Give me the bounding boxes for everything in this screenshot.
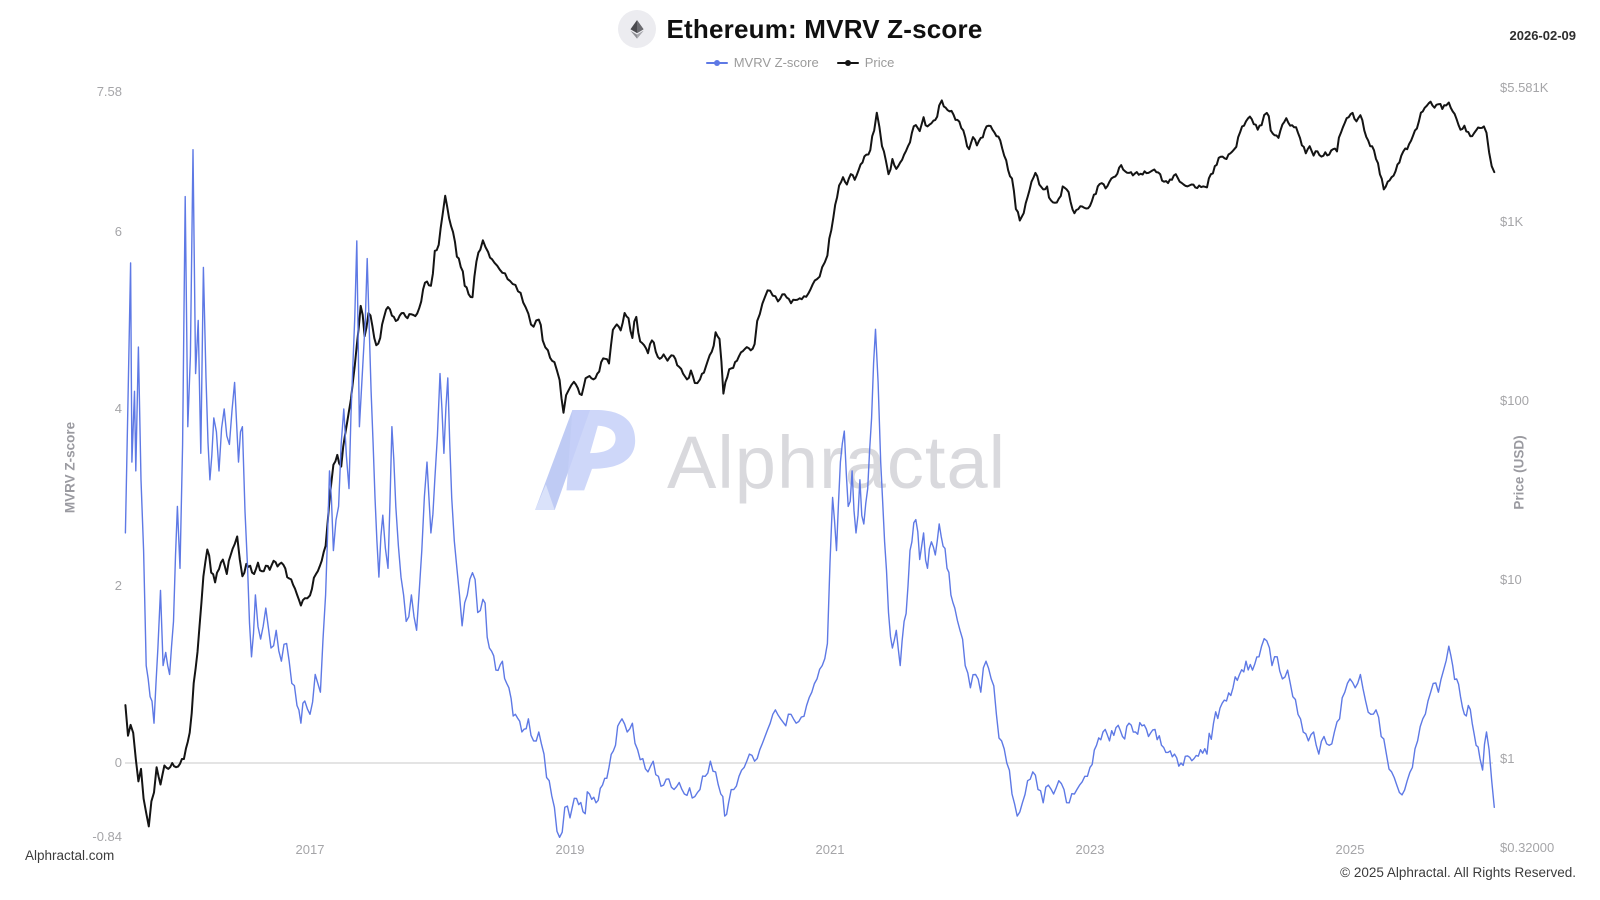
- site-link: Alphractal.com: [25, 848, 115, 863]
- x-tick-2017: 2017: [295, 842, 325, 857]
- legend-marker-icon: [705, 59, 728, 67]
- copyright-text: © 2025 Alphractal. All Rights Reserved.: [1340, 865, 1576, 880]
- chart-legend: MVRV Z-score Price: [0, 55, 1600, 70]
- page-title: Ethereum: MVRV Z-score: [666, 13, 983, 44]
- left-tick--0.84: -0.84: [92, 829, 122, 845]
- right-tick-$5.581K: $5.581K: [1500, 80, 1549, 96]
- x-tick-2025: 2025: [1335, 842, 1365, 857]
- left-axis-title: MVRV Z-score: [62, 421, 78, 514]
- report-date: 2026-02-09: [1509, 28, 1577, 43]
- left-tick-7.58: 7.58: [96, 84, 122, 100]
- right-tick-$100: $100: [1500, 393, 1529, 408]
- legend-label: Price: [864, 55, 895, 70]
- left-tick-0: 0: [114, 755, 122, 770]
- right-tick-$10: $10: [1500, 572, 1522, 587]
- legend-item-mvrv-z-score[interactable]: MVRV Z-score: [705, 55, 819, 70]
- x-tick-2023: 2023: [1075, 842, 1105, 857]
- legend-label: MVRV Z-score: [733, 55, 819, 70]
- ethereum-icon: [617, 10, 656, 48]
- x-tick-2021: 2021: [815, 842, 845, 857]
- legend-marker-icon: [836, 59, 859, 67]
- right-tick-$1K: $1K: [1500, 214, 1524, 229]
- legend-item-price[interactable]: Price: [836, 55, 895, 70]
- left-tick-4: 4: [114, 401, 122, 416]
- x-tick-2019: 2019: [555, 842, 585, 857]
- mvrv-line: [124, 149, 1495, 838]
- left-tick-2: 2: [114, 578, 122, 593]
- right-tick-$0.32000: $0.32000: [1500, 839, 1555, 855]
- right-tick-$1: $1: [1500, 751, 1515, 766]
- price-line: [124, 99, 1496, 828]
- left-tick-6: 6: [114, 224, 122, 239]
- header: Ethereum: MVRV Z-score: [0, 10, 1600, 48]
